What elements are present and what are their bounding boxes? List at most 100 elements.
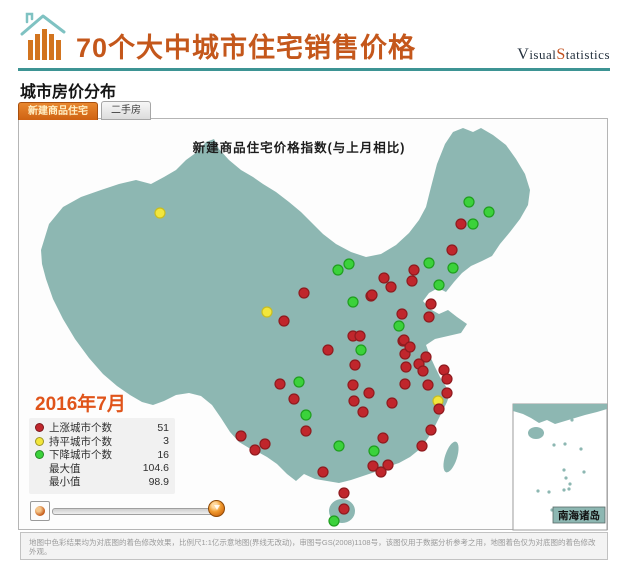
brand-visual: Visual (517, 46, 557, 63)
section-title: 城市房价分布 (20, 84, 117, 101)
city-dot-fall[interactable] (423, 257, 435, 269)
brand-logo: VisualStatistics (517, 46, 610, 64)
city-dot-rise[interactable] (357, 406, 369, 418)
city-dot-fall[interactable] (300, 409, 312, 421)
header: 70个大中城市住宅销售价格 VisualStatistics (18, 10, 620, 66)
legend-label: 下降城市个数 (49, 449, 112, 462)
city-dot-fall[interactable] (463, 196, 475, 208)
legend-label: 最小值 (49, 476, 81, 489)
south-china-sea-inset: 南海诸岛 (512, 403, 608, 531)
island-specks (536, 418, 586, 512)
china-map: 南海诸岛 (41, 128, 608, 531)
legend-label: 上涨城市个数 (49, 422, 112, 435)
city-dot-rise[interactable] (382, 459, 394, 471)
city-dot-rise[interactable] (396, 308, 408, 320)
fall-dot-icon (35, 450, 44, 460)
city-dot-rise[interactable] (446, 244, 458, 256)
city-dot-rise[interactable] (322, 344, 334, 356)
city-dot-rise[interactable] (441, 387, 453, 399)
timeline-slider-handle[interactable] (208, 500, 225, 517)
city-dot-rise[interactable] (235, 430, 247, 442)
city-dot-flat[interactable] (261, 306, 273, 318)
legend-value: 104.6 (142, 462, 169, 475)
city-dot-rise[interactable] (377, 432, 389, 444)
city-dot-rise[interactable] (259, 438, 271, 450)
city-dot-rise[interactable] (347, 379, 359, 391)
city-dots-layer (154, 196, 495, 527)
city-dot-rise[interactable] (338, 503, 350, 515)
tab-new-homes[interactable]: 新建商品住宅 (18, 102, 98, 120)
city-dot-fall[interactable] (393, 320, 405, 332)
city-dot-fall[interactable] (328, 515, 340, 527)
rise-dot-icon (35, 423, 44, 433)
city-dot-rise[interactable] (417, 365, 429, 377)
city-dot-rise[interactable] (441, 373, 453, 385)
play-button[interactable] (30, 501, 50, 521)
city-dot-rise[interactable] (298, 287, 310, 299)
legend-period: 2016年7月 (35, 394, 126, 415)
city-dot-rise[interactable] (349, 359, 361, 371)
flat-dot-icon (35, 436, 44, 446)
city-dot-fall[interactable] (368, 445, 380, 457)
legend-value: 51 (157, 421, 169, 434)
city-dot-fall[interactable] (343, 258, 355, 270)
timeline-slider-track[interactable] (52, 508, 220, 515)
play-icon (35, 506, 45, 516)
map-title: 新建商品住宅价格指数(与上月相比) (192, 141, 406, 155)
map-panel: 南海诸岛 新建商品住宅价格指数(与上月相比) 2016年7月 上涨城市个数 51 持… (18, 118, 608, 531)
city-dot-fall[interactable] (355, 344, 367, 356)
city-dot-rise[interactable] (408, 264, 420, 276)
city-dot-rise[interactable] (425, 298, 437, 310)
city-dot-rise[interactable] (398, 334, 410, 346)
city-dot-rise[interactable] (348, 395, 360, 407)
city-dot-fall[interactable] (347, 296, 359, 308)
city-dot-rise[interactable] (300, 425, 312, 437)
city-dot-rise[interactable] (366, 289, 378, 301)
city-dot-rise[interactable] (406, 275, 418, 287)
legend: 上涨城市个数 51 持平城市个数 3 下降城市个数 16 最大值 104.6 最小值 98.9 (29, 418, 175, 494)
legend-label: 最大值 (49, 462, 81, 475)
city-dot-fall[interactable] (333, 440, 345, 452)
city-dot-rise[interactable] (399, 378, 411, 390)
city-dot-rise[interactable] (416, 440, 428, 452)
city-dot-fall[interactable] (332, 264, 344, 276)
city-dot-rise[interactable] (385, 281, 397, 293)
legend-row: 上涨城市个数 51 (35, 421, 169, 435)
city-dot-rise[interactable] (423, 311, 435, 323)
city-dot-fall[interactable] (433, 279, 445, 291)
house-bars-logo-icon (20, 12, 66, 60)
city-dot-rise[interactable] (274, 378, 286, 390)
brand-statistics: Statistics (556, 46, 610, 63)
tab-secondhand[interactable]: 二手房 (101, 101, 151, 120)
city-dot-rise[interactable] (363, 387, 375, 399)
city-dot-rise[interactable] (433, 403, 445, 415)
city-dot-rise[interactable] (354, 330, 366, 342)
city-dot-rise[interactable] (278, 315, 290, 327)
city-dot-rise[interactable] (288, 393, 300, 405)
city-dot-rise[interactable] (338, 487, 350, 499)
city-dot-fall[interactable] (447, 262, 459, 274)
legend-row: 持平城市个数 3 (35, 435, 169, 449)
teal-divider (18, 68, 610, 71)
city-dot-rise[interactable] (455, 218, 467, 230)
taiwan-island (443, 441, 459, 473)
city-dot-rise[interactable] (404, 341, 416, 353)
city-dot-rise[interactable] (425, 424, 437, 436)
city-dot-rise[interactable] (420, 351, 432, 363)
city-dot-fall[interactable] (293, 376, 305, 388)
city-dot-rise[interactable] (386, 397, 398, 409)
city-dot-rise[interactable] (367, 460, 379, 472)
city-dot-rise[interactable] (375, 466, 387, 478)
city-dot-rise[interactable] (378, 272, 390, 284)
inset-label: 南海诸岛 (558, 509, 600, 522)
legend-value: 98.9 (148, 475, 169, 488)
city-dot-fall[interactable] (467, 218, 479, 230)
city-dot-fall[interactable] (483, 206, 495, 218)
city-dot-rise[interactable] (400, 361, 412, 373)
city-dot-rise[interactable] (317, 466, 329, 478)
tab-bar: 新建商品住宅 二手房 (18, 101, 154, 120)
city-dot-rise[interactable] (249, 444, 261, 456)
city-dot-flat[interactable] (154, 207, 166, 219)
city-dot-rise[interactable] (422, 379, 434, 391)
